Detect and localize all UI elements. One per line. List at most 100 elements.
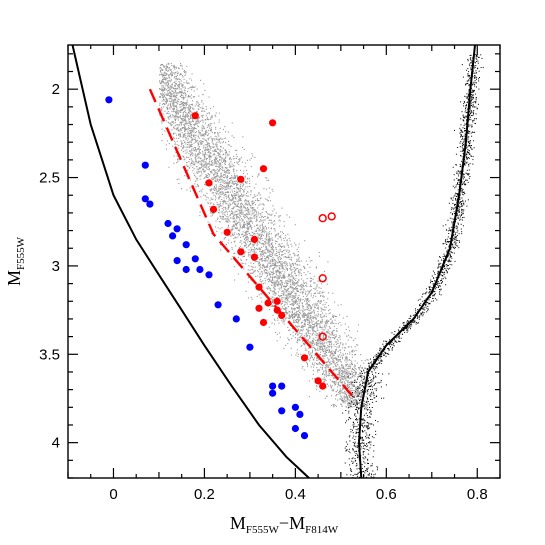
gray-cloud-point (310, 286, 312, 288)
gray-cloud-point (239, 209, 241, 211)
gray-cloud-point (292, 295, 294, 297)
gray-cloud-point (167, 90, 169, 92)
gray-cloud-point (313, 326, 315, 328)
gray-cloud-point (342, 367, 344, 369)
gray-cloud-point (238, 247, 240, 249)
gray-cloud-point (346, 356, 348, 358)
gray-cloud-point (286, 299, 288, 301)
gray-cloud-point (174, 121, 176, 123)
gray-cloud-point (267, 251, 269, 253)
gray-cloud-point (262, 235, 264, 237)
gray-cloud-point (233, 136, 235, 138)
gray-cloud-point (222, 158, 224, 160)
gray-cloud-point (207, 144, 209, 146)
gray-cloud-point (267, 251, 269, 253)
gray-cloud-point (331, 343, 333, 345)
gray-cloud-point (336, 369, 338, 371)
gray-cloud-point (288, 280, 290, 282)
gray-cloud-point (248, 255, 250, 257)
gray-cloud-point (216, 192, 218, 194)
gray-cloud-point (251, 272, 253, 274)
gray-cloud-point (198, 122, 200, 124)
gray-cloud-point (163, 94, 165, 96)
gray-cloud-point (274, 263, 276, 265)
gray-cloud-point (309, 313, 311, 315)
gray-cloud-point (296, 352, 298, 354)
gray-cloud-point (164, 92, 166, 94)
gray-cloud-point (280, 250, 282, 252)
gray-cloud-point (181, 101, 183, 103)
gray-cloud-point (276, 233, 278, 235)
gray-cloud-point (273, 267, 275, 269)
gray-cloud-point (267, 272, 269, 274)
gray-cloud-point (345, 364, 347, 366)
gray-cloud-point (272, 293, 274, 295)
gray-cloud-point (271, 243, 273, 245)
gray-cloud-point (182, 111, 184, 113)
gray-cloud-point (311, 328, 313, 330)
gray-cloud-point (342, 374, 344, 376)
gray-cloud-point (191, 131, 193, 133)
gray-cloud-point (267, 243, 269, 245)
gray-cloud-point (275, 293, 277, 295)
gray-cloud-point (309, 300, 311, 302)
gray-cloud-point (284, 237, 286, 239)
gray-cloud-point (323, 316, 325, 318)
gray-cloud-point (318, 319, 320, 321)
gray-cloud-point (227, 218, 229, 220)
gray-cloud-point (162, 133, 164, 135)
gray-cloud-point (239, 222, 241, 224)
gray-cloud-point (261, 246, 263, 248)
gray-cloud-point (343, 398, 345, 400)
gray-cloud-point (196, 140, 198, 142)
gray-cloud-point (366, 400, 368, 402)
gray-cloud-point (162, 69, 164, 71)
gray-cloud-point (220, 146, 222, 148)
gray-cloud-point (165, 69, 167, 71)
gray-cloud-point (349, 351, 351, 353)
gray-cloud-point (250, 157, 252, 159)
gray-cloud-point (258, 238, 260, 240)
gray-cloud-point (271, 247, 273, 249)
gray-cloud-point (174, 84, 176, 86)
gray-cloud-point (163, 78, 165, 80)
gray-cloud-point (265, 272, 267, 274)
gray-cloud-point (202, 147, 204, 149)
gray-cloud-point (209, 161, 211, 163)
gray-cloud-point (188, 95, 190, 97)
gray-cloud-point (262, 272, 264, 274)
gray-cloud-point (197, 161, 199, 163)
gray-cloud-point (334, 301, 336, 303)
gray-cloud-point (202, 152, 204, 154)
gray-cloud-point (160, 68, 162, 70)
gray-cloud-point (296, 340, 298, 342)
gray-cloud-point (341, 363, 343, 365)
gray-cloud-point (271, 222, 273, 224)
gray-cloud-point (332, 353, 334, 355)
gray-cloud-point (198, 160, 200, 162)
gray-cloud-point (198, 167, 200, 169)
gray-cloud-point (341, 405, 343, 407)
gray-cloud-point (178, 81, 180, 83)
gray-cloud-point (209, 203, 211, 205)
gray-cloud-point (233, 171, 235, 173)
gray-cloud-point (292, 282, 294, 284)
gray-cloud-point (276, 269, 278, 271)
gray-cloud-point (357, 391, 359, 393)
gray-cloud-point (209, 155, 211, 157)
gray-cloud-point (342, 367, 344, 369)
gray-cloud-point (334, 369, 336, 371)
gray-cloud-point (331, 346, 333, 348)
gray-cloud-point (274, 240, 276, 242)
gray-cloud-point (165, 68, 167, 70)
gray-cloud-point (218, 208, 220, 210)
gray-cloud-point (172, 121, 174, 123)
gray-cloud-point (296, 307, 298, 309)
gray-cloud-point (321, 308, 323, 310)
gray-cloud-point (244, 217, 246, 219)
gray-cloud-point (325, 313, 327, 315)
gray-cloud-point (165, 82, 167, 84)
gray-cloud-point (265, 188, 267, 190)
gray-cloud-point (223, 213, 225, 215)
gray-cloud-point (332, 334, 334, 336)
